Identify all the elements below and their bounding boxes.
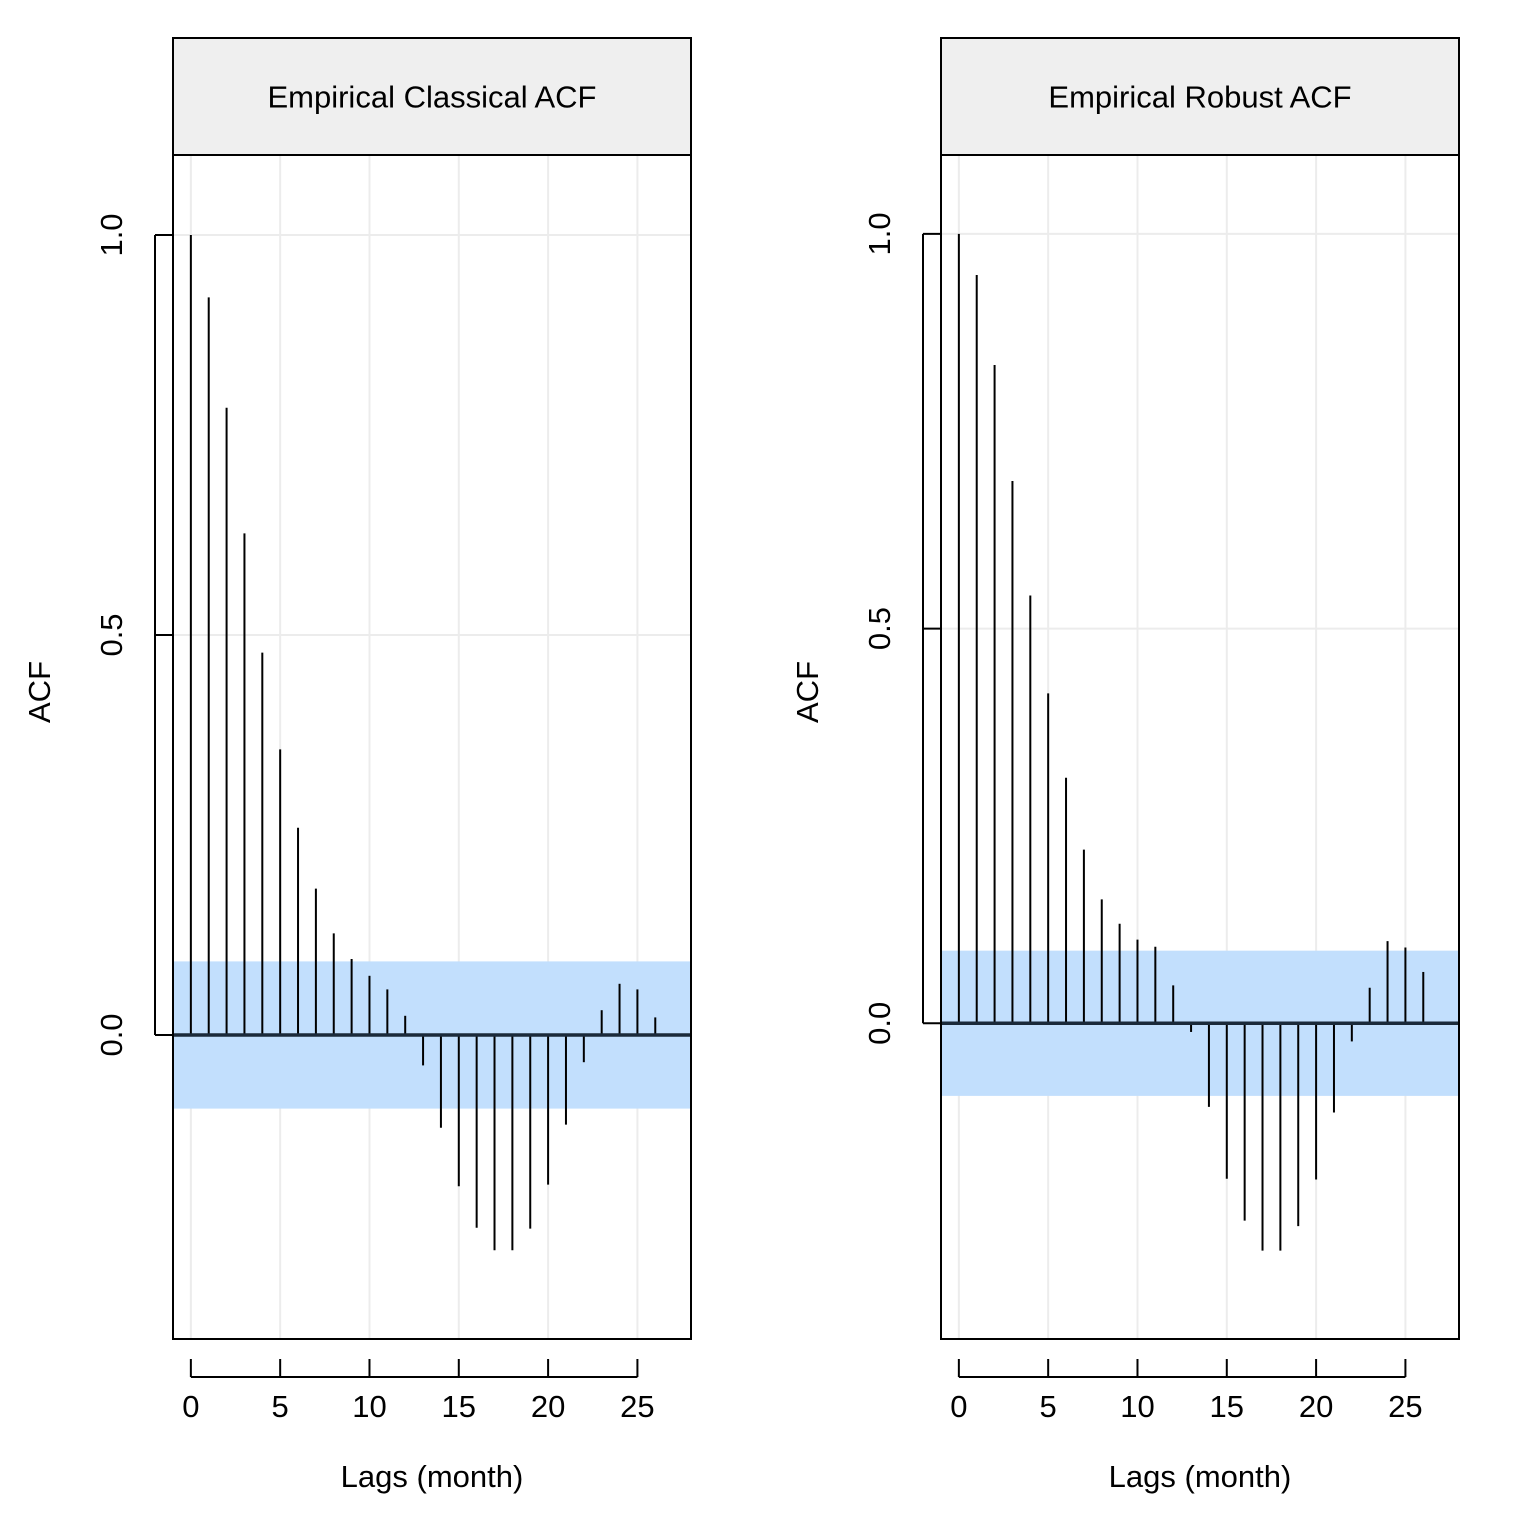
y-axis-label: ACF — [790, 661, 825, 723]
plot-frame — [172, 154, 692, 1340]
classical-acf-panel: Empirical Classical ACF 0 5 10 15 20 25 Lags (m… — [22, 37, 692, 1494]
panel-title: Empirical Classical ACF — [267, 80, 596, 115]
x-tick-label: 10 — [1120, 1389, 1154, 1424]
x-tick-label: 10 — [352, 1389, 386, 1424]
x-tick-label: 5 — [1040, 1389, 1057, 1424]
x-tick-label: 0 — [950, 1389, 967, 1424]
panel-strip — [172, 37, 692, 156]
panel-title: Empirical Robust ACF — [1048, 80, 1351, 115]
x-tick-label: 25 — [620, 1389, 654, 1424]
y-tick-label: 0.0 — [94, 1013, 129, 1056]
classical-acf-chart: Empirical Classical ACF 0 5 10 15 20 25 Lags (m… — [22, 37, 692, 1494]
y-tick-label: 1.0 — [94, 213, 129, 256]
robust-acf-chart: Empirical Robust ACF 0 5 10 15 20 25 Lags (mont… — [790, 37, 1460, 1494]
x-tick-label: 20 — [1299, 1389, 1333, 1424]
y-tick-label: 0.5 — [94, 613, 129, 656]
robust-acf-panel: Empirical Robust ACF 0 5 10 15 20 25 Lags (mont… — [768, 0, 1536, 1536]
y-axis-label: ACF — [22, 661, 57, 723]
x-tick-label: 15 — [1210, 1389, 1244, 1424]
x-axis-label: Lags (month) — [1109, 1459, 1292, 1494]
y-tick-label: 1.0 — [862, 212, 897, 255]
y-tick-label: 0.0 — [862, 1002, 897, 1045]
x-tick-label: 20 — [531, 1389, 565, 1424]
x-tick-label: 15 — [442, 1389, 476, 1424]
x-tick-label: 5 — [272, 1389, 289, 1424]
panel-strip — [940, 37, 1460, 156]
x-tick-label: 25 — [1388, 1389, 1422, 1424]
x-tick-label: 0 — [182, 1389, 199, 1424]
x-axis-label: Lags (month) — [341, 1459, 524, 1494]
plot-frame — [940, 154, 1460, 1340]
y-tick-label: 0.5 — [862, 607, 897, 650]
